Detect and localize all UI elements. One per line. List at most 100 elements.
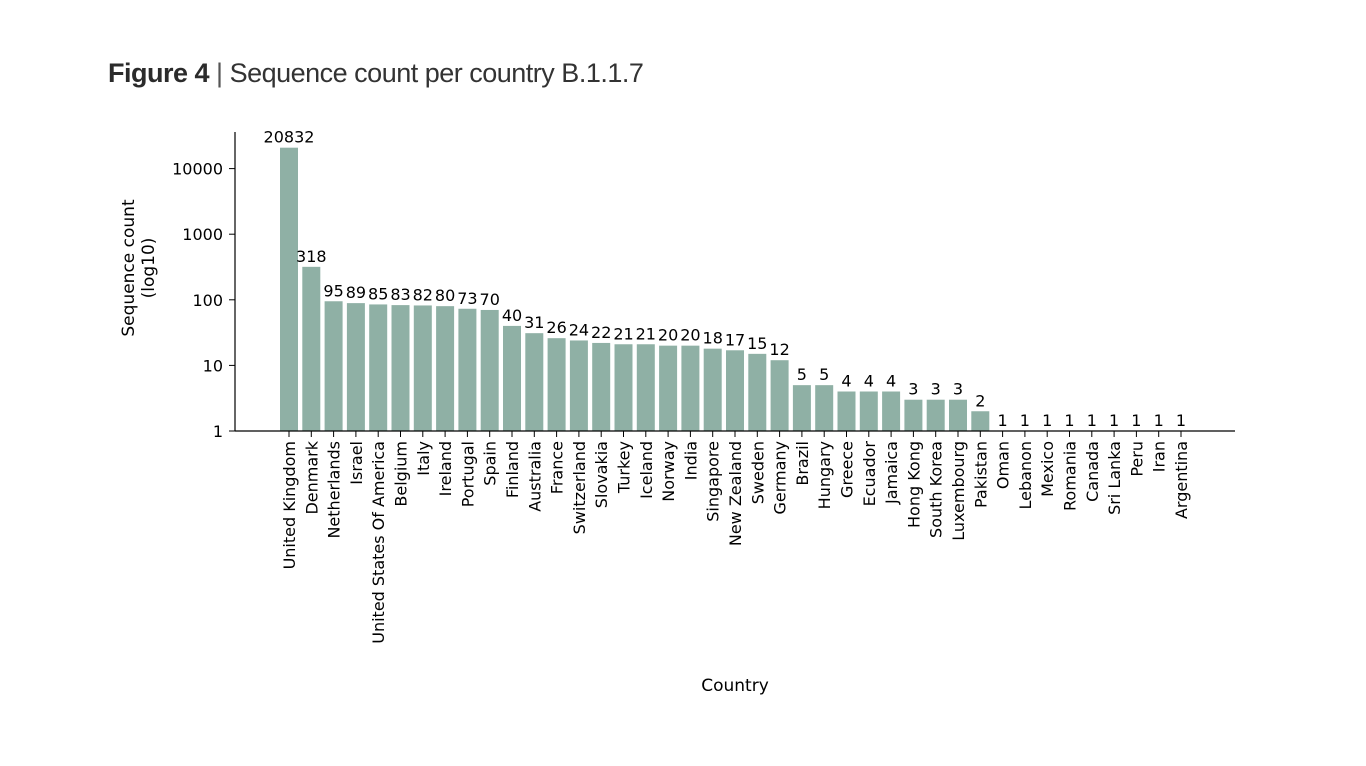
x-tick-label: Finland: [503, 441, 522, 498]
bar-value-label: 3: [953, 380, 963, 399]
bar-value-label: 21: [613, 324, 633, 343]
x-tick-label: Peru: [1127, 441, 1146, 477]
bar-value-label: 31: [524, 313, 544, 332]
bar: [681, 345, 700, 431]
bar-value-label: 3: [908, 380, 918, 399]
bar-value-label: 20832: [264, 128, 315, 147]
bar-value-label: 21: [636, 324, 656, 343]
x-tick-label: Israel: [347, 441, 366, 485]
bar-value-label: 1: [1087, 411, 1097, 430]
x-tick-label: Singapore: [704, 441, 723, 522]
bar: [436, 306, 455, 431]
x-axis: United Kingdom Denmark Netherlands Israel Un…: [235, 430, 1235, 644]
y-tick-label: 100: [192, 291, 223, 310]
x-tick-label: United States Of America: [369, 441, 388, 644]
bar-value-label: 12: [769, 340, 789, 359]
bar-value-label: 20: [680, 326, 700, 345]
bar: [726, 350, 744, 431]
bar: [346, 303, 365, 431]
x-tick-label: Sri Lanka: [1105, 441, 1124, 515]
bar-value-label: 1: [1042, 411, 1052, 430]
bar: [904, 399, 923, 431]
bar-value-label: 40: [502, 306, 522, 325]
bar-value-label: 1: [1020, 411, 1030, 430]
bar: [369, 304, 388, 431]
x-tick-label: Ireland: [436, 441, 455, 496]
bar: [659, 345, 678, 431]
bar-value-label: 26: [546, 318, 566, 337]
bar-value-label: 5: [797, 365, 807, 384]
bar-value-label: 89: [346, 283, 366, 302]
bar-value-label: 318: [296, 247, 327, 266]
x-tick-label: Switzerland: [570, 441, 589, 534]
bar-value-label: 20: [658, 326, 678, 345]
bar-value-label: 70: [480, 290, 500, 309]
bar: [792, 385, 811, 431]
bar: [503, 325, 521, 431]
bar: [859, 391, 878, 431]
bar-value-label: 17: [725, 330, 745, 349]
bar: [391, 305, 410, 431]
x-tick-label: Turkey: [615, 441, 634, 494]
x-tick-label: Brazil: [793, 441, 812, 486]
x-tick-label: Portugal: [458, 441, 477, 507]
bar: [703, 348, 722, 431]
bar: [837, 391, 856, 431]
x-tick-label: New Zealand: [726, 441, 745, 546]
x-tick-label: Australia: [525, 441, 544, 512]
bar-value-label: 1: [1109, 411, 1119, 430]
x-tick-label: Argentina: [1172, 441, 1191, 519]
bar: [458, 308, 477, 431]
bar: [770, 360, 789, 431]
bar-value-label: 73: [457, 289, 477, 308]
x-tick-label: France: [548, 441, 567, 494]
x-tick-label: Greece: [838, 441, 857, 498]
x-tick-label: Denmark: [302, 440, 321, 514]
bars-group: [280, 147, 990, 431]
bar: [882, 391, 901, 431]
bar: [926, 399, 945, 431]
bar: [592, 342, 611, 431]
bar-value-label: 4: [841, 372, 851, 391]
bar-value-label: 15: [747, 334, 767, 353]
x-tick-label: Jamaica: [882, 441, 901, 505]
x-tick-label: India: [681, 441, 700, 480]
x-tick-label: Netherlands: [325, 441, 344, 539]
bar-value-label: 5: [819, 365, 829, 384]
bar-value-label: 95: [323, 281, 343, 300]
bar: [949, 399, 967, 431]
bar-value-label: 80: [435, 286, 455, 305]
bar-value-label: 3: [931, 380, 941, 399]
bar-value-label: 1: [1131, 411, 1141, 430]
y-axis-label-unit: (log10): [139, 238, 159, 299]
figure-number: Figure 4: [108, 58, 210, 88]
y-tick-label: 10000: [172, 160, 223, 179]
x-tick-label: Lebanon: [1016, 441, 1035, 510]
x-tick-label: Pakistan: [971, 441, 990, 508]
bar-value-label: 1: [1154, 411, 1164, 430]
bar-value-label: 4: [886, 372, 896, 391]
x-tick-label: Mexico: [1038, 441, 1057, 497]
figure-title: Figure 4 | Sequence count per country B.…: [108, 58, 644, 89]
x-tick-label: Luxembourg: [949, 441, 968, 541]
y-tick-label: 10: [203, 356, 223, 375]
x-tick-label: Spain: [481, 441, 500, 486]
bar: [525, 333, 544, 431]
bar-value-label: 1: [1176, 411, 1186, 430]
bar: [413, 305, 432, 431]
x-tick-label: United Kingdom: [280, 441, 299, 569]
x-tick-label: South Korea: [927, 441, 946, 538]
x-tick-label: Iceland: [637, 441, 656, 499]
x-tick-label: Hong Kong: [904, 441, 923, 528]
x-tick-label: Sweden: [748, 441, 767, 504]
bar-value-label: 83: [390, 285, 410, 304]
bar-value-label: 82: [413, 285, 433, 304]
bar: [748, 353, 767, 431]
x-tick-label: Belgium: [392, 441, 411, 507]
bar: [815, 385, 834, 431]
x-tick-label: Oman: [994, 441, 1013, 489]
figure-title-separator: |: [216, 58, 223, 88]
bar-value-label: 24: [569, 320, 589, 339]
x-tick-label: Germany: [771, 441, 790, 515]
